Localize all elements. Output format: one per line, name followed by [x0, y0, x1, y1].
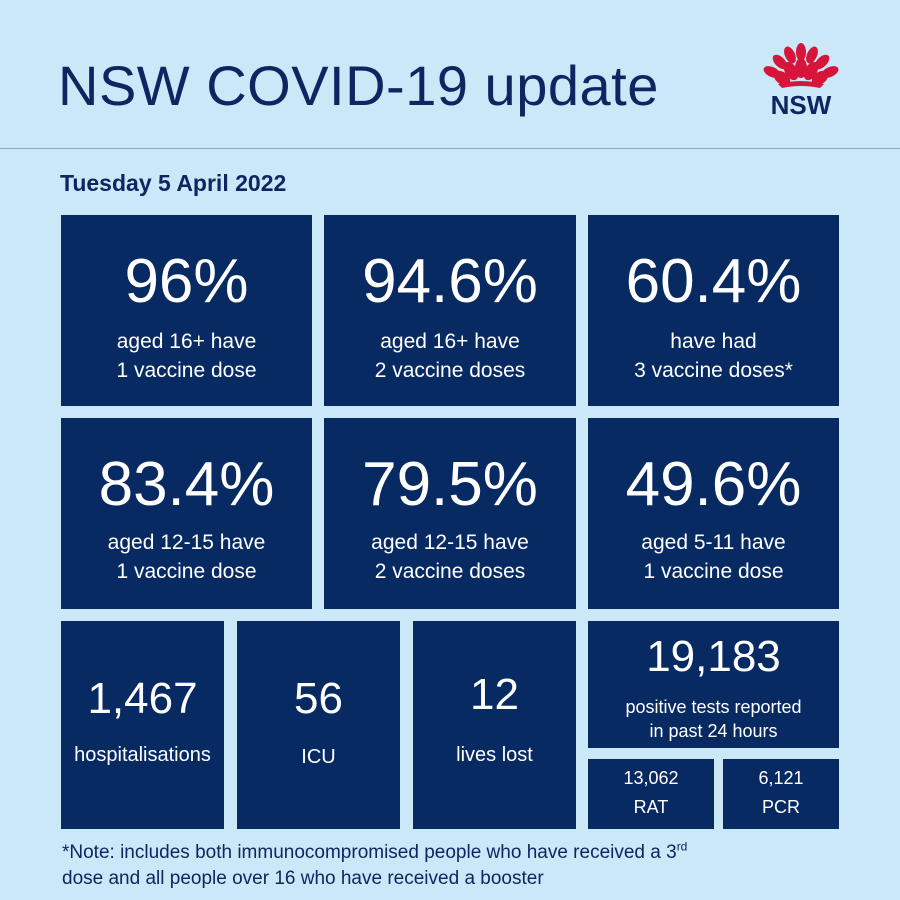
- tile-label-line2: 1 vaccine dose: [116, 359, 257, 382]
- tile-16-plus-two-doses: 94.6% aged 16+ have 2 vaccine doses: [324, 215, 576, 406]
- tile-5-11-one-dose: 49.6% aged 5-11 have 1 vaccine dose: [588, 418, 839, 609]
- page-title: NSW COVID-19 update: [58, 54, 659, 117]
- tile-label-line2: 1 vaccine dose: [116, 560, 257, 583]
- tile-label-line1: aged 12-15 have: [371, 531, 529, 554]
- tile-label-line1: aged 16+ have: [380, 330, 520, 353]
- nsw-logo: NSW: [760, 42, 842, 120]
- tile-label-line2: 2 vaccine doses: [374, 560, 526, 583]
- tile-label-line1: have had: [670, 330, 757, 353]
- hospitalisations-label: hospitalisations: [74, 744, 211, 766]
- tile-pcr: 6,121 PCR: [723, 759, 839, 829]
- lives-lost-label: lives lost: [456, 744, 533, 766]
- tile-16-plus-one-dose: 96% aged 16+ have 1 vaccine dose: [61, 215, 312, 406]
- tile-three-doses: 60.4% have had 3 vaccine doses*: [588, 215, 839, 406]
- tile-value: 83.4%: [98, 450, 275, 519]
- tile-value: 96%: [124, 247, 249, 316]
- tile-value: 60.4%: [625, 247, 802, 316]
- tile-hospitalisations: 1,467 hospitalisations: [61, 621, 224, 829]
- footnote-part2: dose and all people over 16 who have rec…: [62, 868, 544, 889]
- icu-label: ICU: [301, 746, 336, 768]
- icu-value: 56: [294, 674, 343, 723]
- waratah-icon: [763, 43, 839, 88]
- pcr-label: PCR: [761, 797, 800, 817]
- footnote-superscript: rd: [676, 839, 688, 854]
- rat-label: RAT: [633, 797, 669, 817]
- tile-label-line1: aged 5-11 have: [641, 531, 786, 554]
- tile-12-15-two-doses: 79.5% aged 12-15 have 2 vaccine doses: [324, 418, 576, 609]
- tile-value: 49.6%: [625, 450, 802, 519]
- tile-label-line2: 2 vaccine doses: [374, 359, 526, 382]
- footnote: *Note: includes both immunocompromised p…: [62, 840, 862, 892]
- pcr-value: 6,121: [758, 768, 804, 788]
- tile-label-line1: aged 16+ have: [116, 330, 257, 353]
- report-date: Tuesday 5 April 2022: [60, 170, 287, 196]
- logo-text: NSW: [770, 90, 832, 120]
- tile-12-15-one-dose: 83.4% aged 12-15 have 1 vaccine dose: [61, 418, 312, 609]
- positive-tests-line2: in past 24 hours: [649, 721, 778, 741]
- tile-value: 94.6%: [362, 247, 538, 316]
- lives-lost-value: 12: [470, 670, 519, 719]
- footnote-part1: *Note: includes both immunocompromised p…: [62, 842, 677, 863]
- tile-positive-tests: 19,183 positive tests reported in past 2…: [588, 621, 839, 748]
- tile-value: 79.5%: [362, 450, 538, 519]
- tile-label-line2: 1 vaccine dose: [643, 560, 784, 583]
- tile-label-line1: aged 12-15 have: [107, 531, 266, 554]
- rat-value: 13,062: [623, 768, 679, 788]
- tile-rat: 13,062 RAT: [588, 759, 714, 829]
- hospitalisations-value: 1,467: [87, 674, 198, 723]
- positive-tests-line1: positive tests reported: [625, 697, 802, 717]
- tile-icu: 56 ICU: [237, 621, 400, 829]
- header: NSW COVID-19 update NSW: [0, 0, 900, 149]
- tile-lives-lost: 12 lives lost: [413, 621, 576, 829]
- positive-tests-value: 19,183: [646, 632, 781, 681]
- tile-label-line2: 3 vaccine doses*: [634, 359, 793, 382]
